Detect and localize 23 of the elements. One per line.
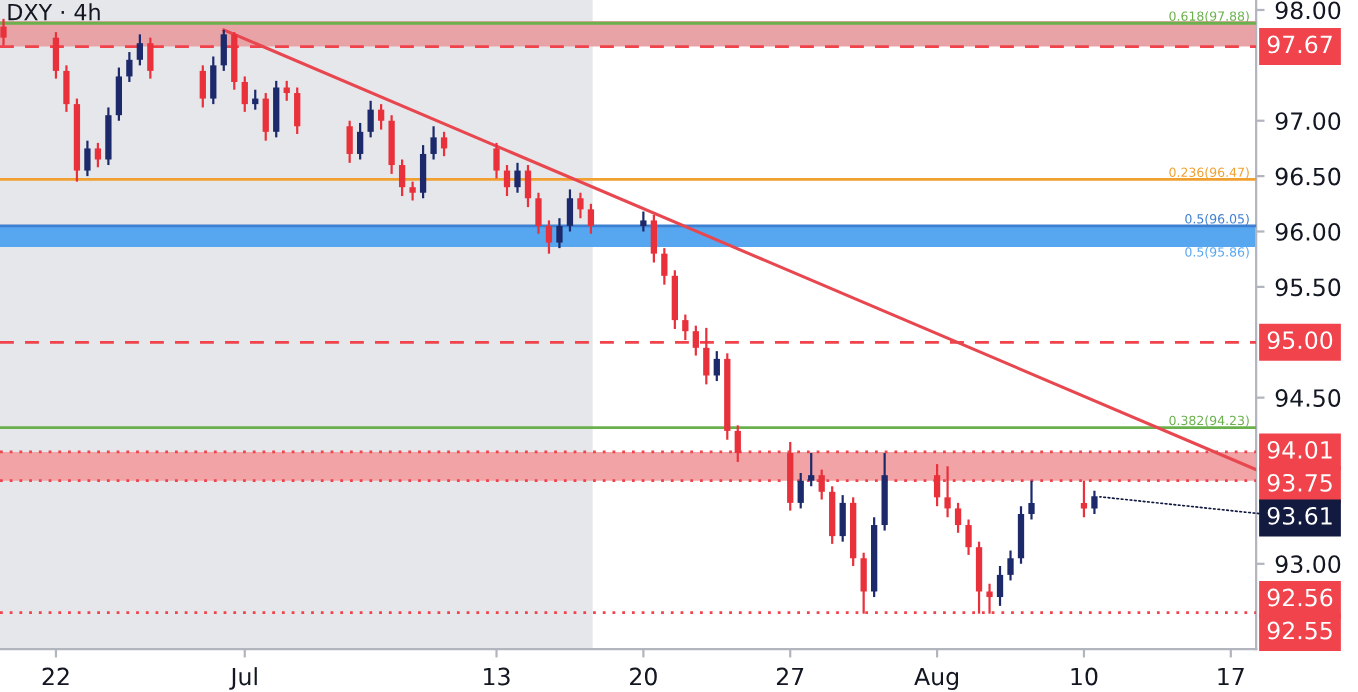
y-tick-label: 94.50 (1275, 389, 1341, 407)
y-tick-label: 93.00 (1275, 555, 1341, 574)
chart-title: DXY · 4h (8, 3, 100, 21)
x-tick-label: 20 (630, 667, 657, 686)
ref-line-label: 95.00 (1267, 331, 1333, 350)
ref-line-label: 94.01 (1267, 440, 1332, 459)
x-tick-label: 22 (42, 667, 69, 686)
y-tick-label: 97.00 (1275, 112, 1341, 131)
x-tick-label: Jul (229, 667, 257, 690)
ref-line-label: 97.67 (1267, 35, 1332, 54)
y-tick-label: 98.00 (1275, 1, 1341, 20)
y-tick-label: 96.00 (1275, 222, 1341, 241)
x-tick-label: 17 (1218, 667, 1244, 686)
annotation: 93.61 (1267, 506, 1332, 525)
x-tick-label: 13 (484, 667, 510, 686)
ref-line-label: 93.75 (1267, 473, 1332, 492)
text: 92.55 (1267, 621, 1332, 640)
y-tick-label: 96.50 (1275, 167, 1341, 186)
x-tick-label: 27 (776, 667, 804, 686)
x-tick-label: 10 (1071, 667, 1098, 686)
ref-line-label: 92.56 (1267, 588, 1333, 607)
y-tick-label: 95.50 (1275, 278, 1341, 297)
x-tick-label: Aug (914, 667, 958, 690)
